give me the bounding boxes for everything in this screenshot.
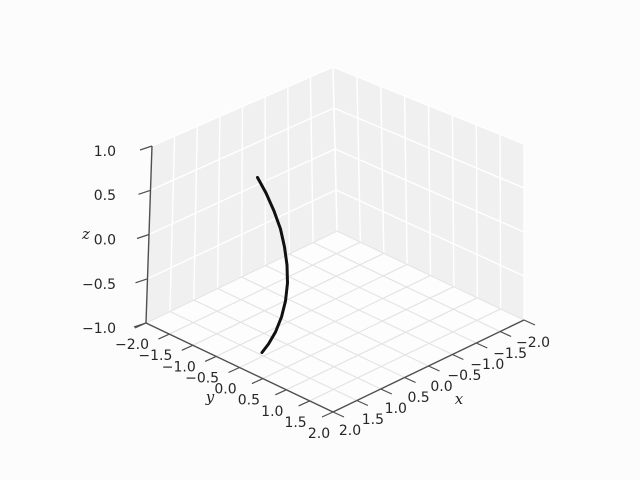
tick-marks bbox=[133, 145, 536, 418]
z-axis-ticks bbox=[133, 145, 153, 328]
x-tick-label: −1.5 bbox=[493, 346, 527, 362]
x-tick-label: −1.0 bbox=[470, 357, 504, 373]
z-tick-label: 1.0 bbox=[94, 144, 116, 160]
z-tick-label: −1.0 bbox=[82, 321, 116, 337]
y-tick-label: −0.5 bbox=[185, 370, 219, 386]
y-axis-label: y bbox=[205, 388, 215, 406]
y-tick-label: 2.0 bbox=[308, 426, 330, 442]
x-tick-label: 0.5 bbox=[407, 390, 429, 406]
y-tick-label: 1.5 bbox=[284, 415, 306, 431]
y-tick-label: 0.5 bbox=[238, 393, 260, 409]
x-axis-label: x bbox=[455, 390, 464, 408]
y-tick-labels: −2.0 −1.5 −1.0 −0.5 0.0 0.5 1.0 1.5 2.0 bbox=[115, 337, 330, 442]
y-tick-label: −2.0 bbox=[115, 337, 149, 353]
floor-grid bbox=[145, 230, 525, 413]
z-tick-label: 0.0 bbox=[94, 233, 116, 249]
x-tick-label: 2.0 bbox=[339, 423, 361, 439]
x-tick-label: −0.5 bbox=[447, 368, 481, 384]
z-tick-label: −0.5 bbox=[82, 277, 116, 293]
y-tick-label: 1.0 bbox=[261, 404, 283, 420]
y-tick-label: −1.5 bbox=[138, 348, 172, 364]
y-tick-label: −1.0 bbox=[162, 359, 196, 375]
panes bbox=[144, 66, 526, 413]
y-axis-ticks bbox=[134, 322, 334, 418]
x-tick-label: 0.0 bbox=[430, 379, 452, 395]
z-tick-labels: 1.0 0.5 0.0 −0.5 −1.0 bbox=[82, 144, 116, 337]
x-axis-ticks bbox=[332, 319, 536, 418]
x-tick-label: 1.0 bbox=[385, 401, 407, 417]
curve-line bbox=[256, 176, 289, 354]
x-tick-label: −2.0 bbox=[516, 335, 550, 351]
z-axis-label: z bbox=[81, 225, 90, 243]
x-tick-label: 1.5 bbox=[362, 412, 384, 428]
x-tick-labels: 2.0 1.5 1.0 0.5 0.0 −0.5 −1.0 −1.5 −2.0 bbox=[339, 335, 550, 439]
z-tick-label: 0.5 bbox=[94, 188, 116, 204]
y-tick-label: 0.0 bbox=[214, 382, 236, 398]
